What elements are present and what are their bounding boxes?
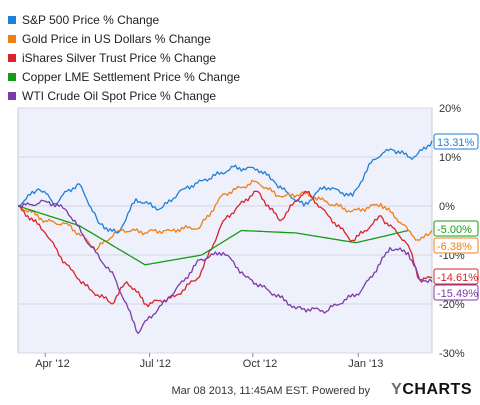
legend-swatch (8, 72, 16, 81)
legend-label: Gold Price in US Dollars % Change (22, 31, 211, 46)
chart-legend: S&P 500 Price % Change Gold Price in US D… (8, 10, 240, 105)
end-value-label: -5.00% (437, 224, 472, 236)
legend-item[interactable]: S&P 500 Price % Change (8, 10, 240, 29)
legend-item[interactable]: Copper LME Settlement Price % Change (8, 67, 240, 86)
legend-label: WTI Crude Oil Spot Price % Change (22, 88, 217, 103)
logo-prefix: Y (391, 381, 403, 398)
end-value-label: -15.49% (437, 288, 478, 300)
legend-label: Copper LME Settlement Price % Change (22, 69, 241, 84)
series-line-4 (17, 205, 409, 266)
end-value-box (433, 220, 479, 237)
legend-swatch (8, 34, 16, 43)
chart-footer: Mar 08 2013, 11:45AM EST. Powered by YCH… (0, 381, 480, 402)
x-tick-label: Oct '12 (243, 358, 278, 370)
legend-item[interactable]: Gold Price in US Dollars % Change (8, 29, 240, 48)
y-tick-label: 0% (439, 201, 455, 213)
legend-swatch (8, 53, 16, 62)
end-value-box (433, 268, 479, 285)
ycharts-logo[interactable]: YCHARTS (391, 381, 472, 399)
legend-swatch (8, 91, 16, 100)
legend-label: S&P 500 Price % Change (22, 12, 160, 27)
end-value-box (433, 284, 479, 301)
footer-timestamp: Mar 08 2013, 11:45AM EST. Powered by (171, 385, 370, 397)
end-value-label: -6.38% (437, 241, 472, 253)
legend-item[interactable]: iShares Silver Trust Price % Change (8, 48, 240, 67)
series-line-1 (17, 140, 433, 234)
legend-swatch (8, 15, 16, 24)
series-line-2 (17, 179, 433, 251)
legend-item[interactable]: WTI Crude Oil Spot Price % Change (8, 86, 240, 105)
y-tick-label: -30% (439, 348, 465, 360)
legend-label: iShares Silver Trust Price % Change (22, 50, 217, 65)
logo-rest: CHARTS (402, 381, 472, 398)
end-value-box (433, 237, 479, 254)
y-tick-label: 20% (439, 103, 461, 115)
x-tick-label: Jul '12 (140, 358, 171, 370)
x-tick-label: Apr '12 (35, 358, 70, 370)
series-line-3 (17, 190, 433, 308)
y-tick-label: -20% (439, 299, 465, 311)
end-value-label: -14.61% (437, 272, 478, 284)
y-tick-label: 10% (439, 152, 461, 164)
end-value-box (433, 133, 479, 150)
series-line-5 (17, 199, 433, 335)
end-value-label: 13.31% (437, 137, 475, 149)
x-tick-label: Jan '13 (348, 358, 383, 370)
